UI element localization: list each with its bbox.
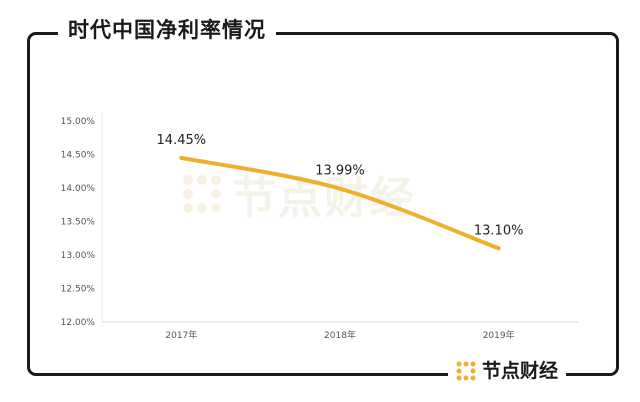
data-label: 13.99%: [315, 164, 365, 179]
y-tick-label: 12.00%: [61, 318, 96, 328]
brand: 节点财经: [448, 358, 567, 384]
x-tick-label: 2018年: [324, 329, 356, 341]
y-tick-label: 15.00%: [61, 117, 96, 127]
chart-frame: [27, 32, 619, 376]
brand-logo-icon: [183, 175, 221, 213]
watermark-text: 节点财经: [232, 173, 416, 224]
y-tick-label: 14.00%: [61, 184, 96, 194]
brand-logo-icon: [456, 361, 476, 381]
y-tick-label: 14.50%: [61, 151, 96, 161]
watermark: 节点财经: [182, 162, 416, 226]
y-tick-label: 13.00%: [61, 251, 96, 261]
data-label: 13.10%: [474, 223, 524, 238]
x-tick-label: 2019年: [483, 329, 515, 341]
chart-title: 时代中国净利率情况: [58, 15, 276, 45]
brand-name: 节点财经: [482, 360, 559, 382]
y-tick-label: 12.50%: [61, 285, 96, 295]
data-label: 14.45%: [157, 133, 207, 148]
y-tick-label: 13.50%: [61, 218, 96, 228]
x-tick-label: 2017年: [165, 329, 197, 341]
series-line: [179, 155, 501, 251]
